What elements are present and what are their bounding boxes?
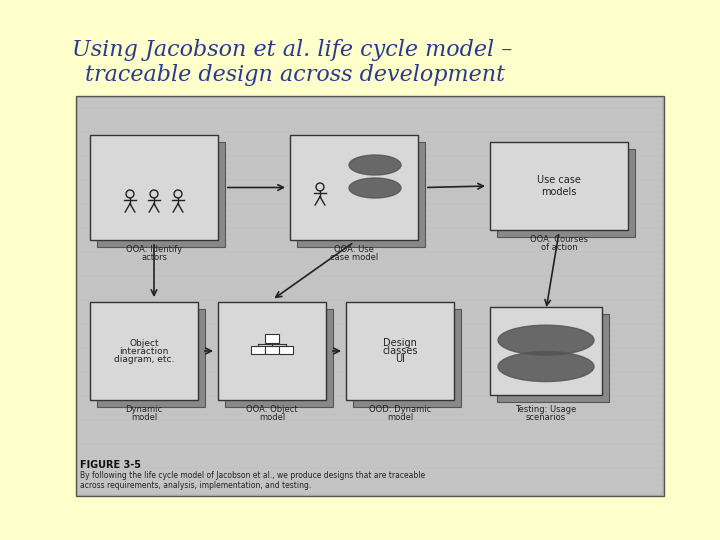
Text: Dynamic: Dynamic	[125, 405, 163, 414]
Bar	[78, 98, 662, 494]
Bar	[297, 142, 425, 247]
Text: traceable design across development: traceable design across development	[85, 64, 505, 86]
Text: UI: UI	[395, 354, 405, 364]
Text: OOD: Dynamic: OOD: Dynamic	[369, 405, 431, 414]
Bar	[497, 149, 635, 237]
Text: case model: case model	[330, 253, 378, 262]
Text: OOA: Use: OOA: Use	[334, 245, 374, 254]
Text: By following the life cycle model of Jacobson et al., we produce designs that ar: By following the life cycle model of Jac…	[80, 471, 425, 490]
Ellipse shape	[498, 352, 594, 382]
Text: Design: Design	[383, 338, 417, 348]
Bar	[290, 135, 418, 240]
Text: actors: actors	[141, 253, 167, 262]
Text: Use case
models: Use case models	[537, 175, 581, 197]
Text: OOA: Identify: OOA: Identify	[126, 245, 182, 254]
Bar	[490, 307, 602, 395]
Bar	[279, 346, 294, 354]
Text: of action: of action	[541, 243, 577, 252]
Bar	[97, 142, 225, 247]
Ellipse shape	[349, 178, 401, 198]
Text: OOA: Object: OOA: Object	[246, 405, 298, 414]
Bar	[218, 302, 326, 400]
Text: Object: Object	[129, 339, 159, 348]
Text: interaction: interaction	[120, 347, 168, 355]
Text: model: model	[131, 413, 157, 422]
Bar	[76, 96, 664, 496]
Bar	[265, 334, 279, 342]
Text: classes: classes	[382, 346, 418, 356]
Ellipse shape	[349, 155, 401, 175]
Bar	[490, 142, 628, 230]
Bar	[251, 346, 265, 354]
Bar	[497, 314, 609, 402]
Text: scenarios: scenarios	[526, 413, 566, 422]
Bar	[225, 309, 333, 407]
Text: Using Jacobson et al. life cycle model –: Using Jacobson et al. life cycle model –	[72, 39, 513, 61]
Bar	[353, 309, 461, 407]
Ellipse shape	[498, 325, 594, 355]
Text: FIGURE 3-5: FIGURE 3-5	[80, 460, 141, 470]
Text: model: model	[259, 413, 285, 422]
Bar	[346, 302, 454, 400]
Bar	[90, 135, 218, 240]
Text: diagram, etc.: diagram, etc.	[114, 354, 174, 363]
Bar	[97, 309, 205, 407]
Bar	[265, 346, 279, 354]
Bar	[90, 302, 198, 400]
Text: Testing: Usage: Testing: Usage	[516, 405, 577, 414]
Text: model: model	[387, 413, 413, 422]
Text: OOA: Courses: OOA: Courses	[530, 235, 588, 244]
